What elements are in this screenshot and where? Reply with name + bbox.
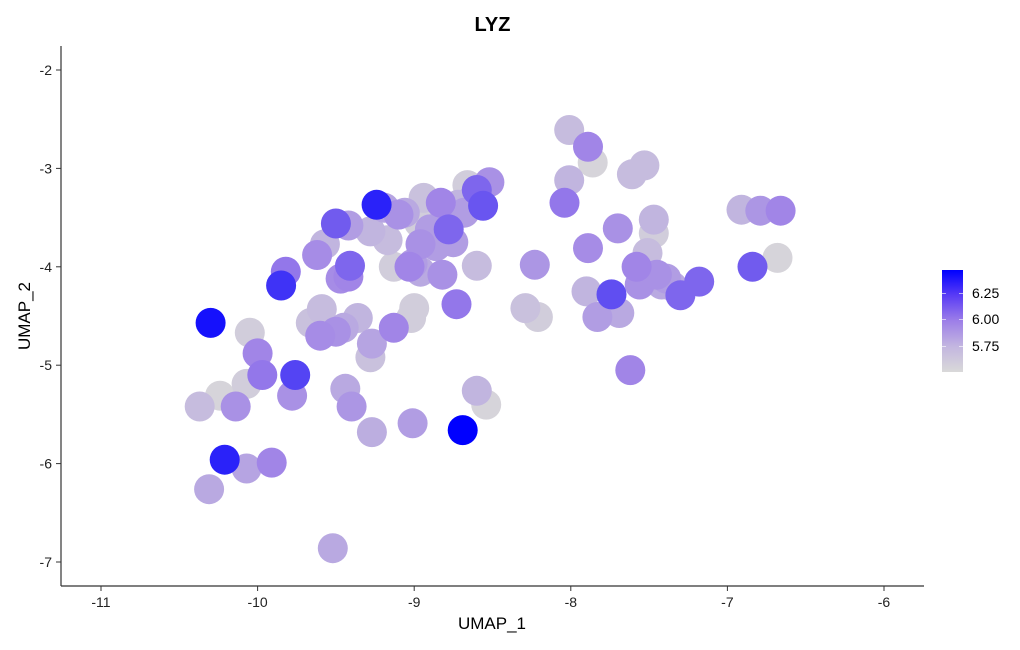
data-point: [194, 474, 225, 505]
data-point: [596, 279, 627, 310]
data-point: [433, 214, 464, 245]
data-point: [441, 289, 472, 320]
data-point: [220, 391, 251, 422]
data-points: [184, 115, 796, 564]
data-point: [317, 533, 348, 564]
data-point: [765, 195, 796, 226]
x-axis-title: UMAP_1: [458, 614, 526, 633]
data-point: [468, 190, 499, 221]
data-point: [573, 233, 603, 264]
data-point: [356, 417, 387, 448]
data-point: [394, 251, 425, 282]
data-point: [427, 259, 458, 290]
data-point: [762, 242, 793, 273]
colorbar-tick: [942, 293, 946, 294]
data-point: [602, 213, 633, 244]
x-tick-label: -9: [408, 594, 421, 610]
data-point: [305, 320, 336, 351]
data-point: [519, 249, 550, 280]
data-point: [582, 302, 613, 332]
y-axis-ticks: -2 -3 -4 -5 -6 -7: [40, 62, 61, 570]
colorbar: [942, 270, 963, 372]
data-point: [280, 360, 311, 390]
colorbar-tick: [959, 319, 963, 320]
data-point: [461, 250, 492, 281]
x-tick-label: -6: [878, 594, 891, 610]
legend-label-low: 5.75: [972, 338, 1000, 354]
y-tick-label: -2: [40, 62, 53, 78]
data-point: [571, 276, 602, 307]
data-point: [302, 240, 333, 270]
data-point: [621, 251, 652, 282]
data-point: [256, 447, 287, 478]
data-point: [447, 415, 478, 446]
color-legend: 6.25 6.00 5.75: [942, 270, 1020, 374]
data-point: [425, 187, 456, 218]
data-point: [510, 293, 541, 324]
data-point: [549, 187, 580, 218]
data-point: [335, 250, 365, 281]
legend-label-high: 6.25: [972, 285, 1000, 301]
x-axis-ticks: -11 -10 -9 -8 -7 -6: [91, 586, 890, 610]
chart-title: LYZ: [474, 14, 511, 36]
y-tick-label: -3: [40, 160, 53, 176]
data-point: [306, 294, 337, 325]
colorbar-tick: [942, 319, 946, 320]
y-tick-label: -6: [40, 456, 53, 472]
data-point: [737, 251, 768, 282]
data-point: [461, 375, 492, 406]
data-point: [195, 307, 226, 338]
data-point: [378, 312, 409, 343]
data-point: [356, 328, 387, 359]
y-axis-title: UMAP_2: [15, 282, 34, 350]
data-point: [397, 408, 428, 439]
data-point: [629, 150, 660, 181]
data-point: [209, 444, 240, 475]
y-tick-label: -5: [40, 357, 53, 373]
legend-label-mid: 6.00: [972, 311, 1000, 327]
data-point: [405, 229, 436, 260]
y-tick-label: -7: [40, 554, 53, 570]
y-tick-label: -4: [40, 259, 53, 275]
data-point: [184, 391, 215, 422]
data-point: [638, 204, 669, 235]
data-point: [684, 266, 715, 297]
data-point: [320, 208, 351, 239]
colorbar-tick: [942, 346, 946, 347]
x-tick-label: -8: [565, 594, 578, 610]
data-point: [266, 270, 297, 301]
x-tick-label: -7: [721, 594, 734, 610]
data-point: [615, 355, 646, 386]
data-point: [554, 165, 585, 196]
data-point: [247, 360, 278, 390]
colorbar-tick: [959, 346, 963, 347]
data-point: [336, 391, 367, 422]
data-point: [573, 131, 603, 162]
colorbar-tick: [959, 293, 963, 294]
data-point: [361, 189, 392, 220]
x-tick-label: -11: [91, 594, 110, 610]
x-tick-label: -10: [247, 594, 267, 610]
